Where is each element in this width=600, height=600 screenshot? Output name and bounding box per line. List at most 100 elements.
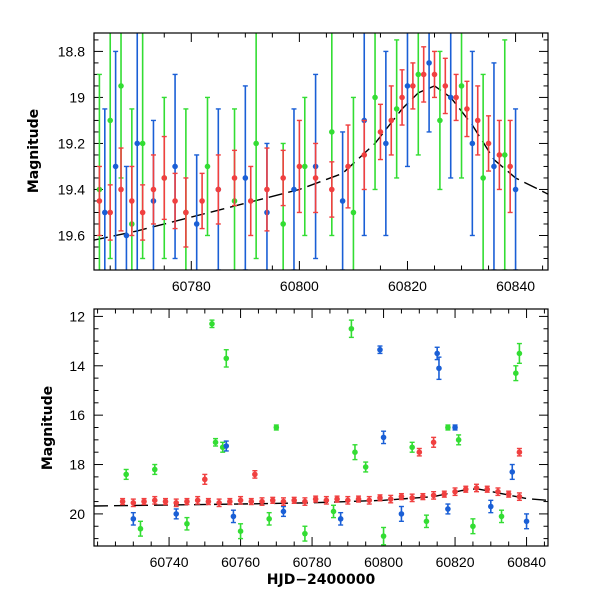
x-tick-label: 60840: [507, 554, 546, 570]
top-panel-frame: [93, 32, 549, 271]
y-tick-label: 14: [69, 358, 85, 374]
data-point: [193, 221, 200, 227]
y-tick-label: 19: [69, 89, 85, 105]
data-point: [404, 83, 411, 89]
data-point: [410, 83, 416, 89]
y-tick-label: 20: [69, 506, 85, 522]
data-point: [445, 506, 451, 512]
data-point: [129, 198, 135, 204]
data-point: [484, 486, 491, 493]
data-point: [426, 60, 432, 66]
data-point: [507, 163, 513, 170]
data-point: [337, 516, 344, 522]
bottom-panel-plot-area: [94, 319, 548, 546]
data-point: [173, 499, 180, 506]
data-point: [216, 499, 222, 506]
data-point: [420, 493, 426, 500]
data-point: [366, 497, 373, 504]
data-point: [409, 495, 415, 501]
data-point: [150, 186, 157, 193]
data-point: [339, 198, 346, 204]
data-point: [141, 498, 147, 505]
data-point: [130, 516, 137, 522]
data-point: [455, 437, 462, 443]
top-panel-tick-labels: 60780 60800 60820 60840 18.8 19 19.2 19.4 19.6: [58, 43, 535, 294]
data-point: [516, 350, 523, 357]
data-point: [204, 163, 211, 170]
data-point: [266, 516, 272, 522]
data-point: [248, 498, 255, 505]
data-point: [323, 497, 330, 504]
data-point: [470, 523, 476, 530]
data-point: [345, 497, 351, 504]
data-point: [458, 83, 465, 89]
data-point: [130, 499, 137, 506]
data-point: [301, 163, 308, 170]
data-point: [495, 488, 501, 495]
data-point: [139, 140, 146, 147]
model-curve: [94, 487, 548, 507]
data-point: [355, 496, 362, 502]
data-point: [280, 221, 286, 227]
y-tick-label: 19.2: [58, 135, 85, 151]
x-tick-label: 60820: [388, 278, 427, 294]
data-point: [291, 186, 297, 193]
bottom-panel-tick-labels: 60740 60760 60780 60800 60820 60840 12 14 16 18 20: [69, 308, 546, 570]
data-point: [296, 163, 303, 170]
data-point: [361, 152, 368, 158]
data-point: [230, 513, 237, 520]
data-point: [329, 129, 335, 135]
data-point: [280, 508, 287, 515]
y-tick-label: 18.8: [58, 43, 85, 59]
data-series: [130, 345, 530, 530]
data-point: [480, 175, 486, 181]
data-point: [118, 83, 124, 89]
data-point: [452, 424, 458, 431]
data-point: [420, 71, 427, 78]
data-series: [123, 319, 523, 546]
data-point: [227, 498, 233, 505]
data-point: [259, 498, 265, 505]
data-point: [302, 498, 308, 505]
data-point: [491, 163, 497, 170]
data-point: [134, 140, 141, 147]
data-point: [107, 209, 114, 216]
data-point: [516, 493, 523, 500]
data-point: [474, 117, 481, 124]
data-point: [345, 163, 351, 170]
data-point: [112, 163, 119, 170]
data-point: [123, 232, 130, 239]
data-point: [302, 530, 308, 537]
data-point: [442, 83, 449, 89]
data-point: [202, 476, 208, 483]
data-point: [119, 498, 126, 505]
bottom-panel-frame: [93, 308, 549, 547]
data-point: [348, 325, 355, 332]
data-point: [102, 209, 108, 216]
data-point: [123, 471, 129, 478]
top-panel: 60780 60800 60820 60840 18.8 19 19.2 19.4 19.6 M…: [26, 32, 549, 294]
x-tick-label: 60740: [150, 554, 189, 570]
data-point: [372, 94, 378, 101]
data-point: [501, 152, 508, 158]
data-point: [183, 209, 189, 216]
bottom-panel-ylabel: Magnitude: [40, 386, 56, 470]
x-tick-label: 60840: [496, 278, 535, 294]
data-point: [377, 495, 383, 501]
data-point: [312, 175, 319, 181]
data-point: [352, 449, 358, 455]
data-series: [96, 46, 513, 248]
data-point: [252, 471, 258, 478]
data-point: [118, 186, 124, 193]
data-point: [377, 346, 383, 353]
data-point: [269, 497, 276, 504]
data-point: [505, 491, 512, 497]
y-tick-label: 19.6: [58, 227, 85, 243]
data-point: [512, 186, 519, 193]
data-point: [194, 497, 201, 504]
y-tick-label: 16: [69, 407, 85, 423]
data-point: [253, 140, 259, 147]
x-tick-label: 60820: [436, 554, 475, 570]
